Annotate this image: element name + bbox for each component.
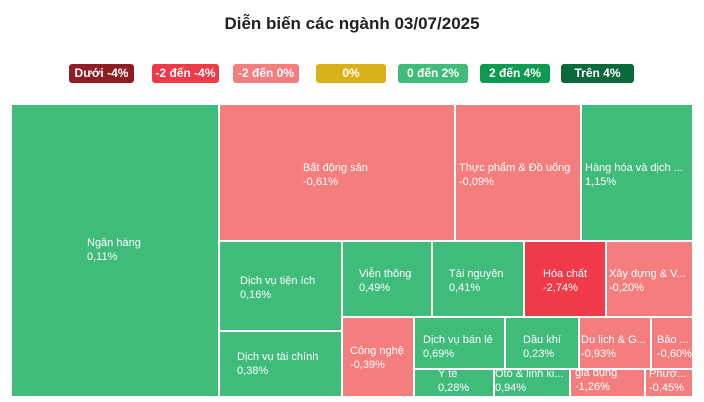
sector-label: Dịch vụ tiện ích 0,16% bbox=[240, 274, 315, 302]
sector-label: Bảo ... -0,60% bbox=[657, 333, 692, 361]
sector-change: 0,28% bbox=[438, 382, 470, 394]
sector-tile[interactable]: Ngân hàng 0,11% bbox=[11, 104, 219, 397]
sector-name: Hàng hóa và dịch ... bbox=[585, 162, 683, 174]
sector-change: 1,15% bbox=[585, 176, 617, 188]
sector-label: Dầu khí 0,23% bbox=[523, 333, 561, 361]
sector-label: Hàng hóa và dịch ... 1,15% bbox=[585, 161, 683, 189]
legend-item: Dưới -4% bbox=[69, 64, 134, 83]
sector-change: -1,26% bbox=[575, 381, 610, 393]
sector-change: 0,23% bbox=[523, 348, 555, 360]
sector-name: Viễn thông bbox=[359, 268, 412, 280]
sector-tile[interactable]: Dầu khí 0,23% bbox=[505, 317, 579, 369]
sector-name: Hóa chất bbox=[543, 268, 588, 280]
sector-name: Du lịch & G... bbox=[581, 334, 646, 346]
legend: Dưới -4% -2 đến -4% -2 đến 0% 0% 0 đến 2% 2 đ… bbox=[0, 64, 704, 84]
sector-label: Xây dựng & V... -0,20% bbox=[609, 267, 686, 295]
sector-change: 0,38% bbox=[237, 365, 269, 377]
sector-label: Tài nguyên 0,41% bbox=[449, 267, 503, 295]
sector-tile[interactable]: Bảo ... -0,60% bbox=[651, 317, 693, 369]
sector-label: Bất động sản -0,61% bbox=[303, 161, 368, 189]
sector-label: Dịch vụ bán lẻ 0,69% bbox=[423, 333, 493, 361]
sector-name: Ngân hàng bbox=[87, 237, 141, 249]
sector-name: Công nghệ bbox=[350, 345, 404, 357]
sector-label: Du lịch & G... -0,93% bbox=[581, 333, 646, 361]
sector-tile[interactable]: Thực phẩm & Đồ uống -0,09% bbox=[455, 104, 581, 241]
sector-tile[interactable]: Y tế 0,28% bbox=[414, 369, 494, 397]
legend-item: -2 đến 0% bbox=[233, 64, 299, 83]
sector-tile[interactable]: Xây dựng & V... -0,20% bbox=[606, 241, 693, 317]
sector-tile[interactable]: Viễn thông 0,49% bbox=[342, 241, 432, 317]
sector-tile[interactable]: Phươ... -0,45% bbox=[645, 369, 693, 397]
sector-name: Y tế bbox=[438, 369, 458, 380]
sector-label: Y tế 0,28% bbox=[438, 369, 470, 395]
legend-item: -2 đến -4% bbox=[152, 64, 219, 83]
sector-name: Bất động sản bbox=[303, 162, 368, 174]
sector-label: Viễn thông 0,49% bbox=[359, 267, 411, 295]
sector-tile[interactable]: Du lịch & G... -0,93% bbox=[579, 317, 651, 369]
sector-change: 0,49% bbox=[359, 282, 391, 294]
sector-name: Đồ dùng cá nhân và đồ gia dụng bbox=[575, 369, 618, 379]
sector-change: 0,69% bbox=[423, 348, 455, 360]
sector-tile[interactable]: Dịch vụ bán lẻ 0,69% bbox=[414, 317, 505, 369]
sector-label: Phươ... -0,45% bbox=[649, 369, 687, 395]
sector-tile[interactable]: Hàng hóa và dịch ... 1,15% bbox=[581, 104, 693, 241]
sector-tile[interactable]: Dịch vụ tài chính 0,38% bbox=[219, 331, 342, 397]
sector-label: Ngân hàng 0,11% bbox=[87, 236, 141, 264]
sector-change: -0,39% bbox=[350, 359, 385, 371]
legend-item: 0 đến 2% bbox=[398, 64, 468, 83]
sector-change: 0,41% bbox=[449, 282, 481, 294]
legend-item: 2 đến 4% bbox=[480, 64, 550, 83]
sector-label: Ôtô & linh ki... 0,94% bbox=[495, 369, 564, 395]
sector-change: -0,20% bbox=[609, 282, 644, 294]
sector-label: Dịch vụ tài chính 0,38% bbox=[237, 350, 318, 378]
sector-tile[interactable]: Ôtô & linh ki... 0,94% bbox=[494, 369, 570, 397]
sector-name: Xây dựng & V... bbox=[609, 268, 686, 280]
sector-tile[interactable]: Bất động sản -0,61% bbox=[219, 104, 455, 241]
sector-tile[interactable]: Tài nguyên 0,41% bbox=[432, 241, 524, 317]
sector-name: Phươ... bbox=[649, 369, 687, 380]
sector-name: Dầu khí bbox=[523, 334, 561, 346]
sector-name: Ôtô & linh ki... bbox=[495, 369, 564, 380]
sector-change: -0,45% bbox=[649, 382, 684, 394]
sector-name: Dịch vụ bán lẻ bbox=[423, 334, 493, 346]
sector-name: Dịch vụ tiện ích bbox=[240, 275, 316, 287]
sector-change: -0,61% bbox=[303, 176, 338, 188]
sector-change: -0,09% bbox=[459, 176, 494, 188]
sector-change: -2,74% bbox=[543, 282, 578, 294]
sector-change: 0,11% bbox=[87, 251, 118, 263]
sector-name: Bảo ... bbox=[657, 334, 689, 346]
sector-tile[interactable]: Đồ dùng cá nhân và đồ gia dụng -1,26% bbox=[570, 369, 645, 397]
sector-tile[interactable]: Công nghệ -0,39% bbox=[342, 317, 414, 397]
legend-item: Trên 4% bbox=[561, 64, 634, 83]
chart-title: Diễn biến các ngành 03/07/2025 bbox=[224, 14, 480, 33]
sector-label: Thực phẩm & Đồ uống -0,09% bbox=[459, 161, 570, 189]
sector-name: Tài nguyên bbox=[449, 268, 504, 280]
sector-name: Thực phẩm & Đồ uống bbox=[459, 162, 571, 174]
sector-tile[interactable]: Dịch vụ tiện ích 0,16% bbox=[219, 241, 342, 331]
sector-label: Hóa chất -2,74% bbox=[543, 267, 587, 295]
sector-change: 0,16% bbox=[240, 289, 272, 301]
sector-name: Dịch vụ tài chính bbox=[237, 351, 319, 363]
sector-label: Công nghệ -0,39% bbox=[350, 344, 404, 372]
legend-item: 0% bbox=[316, 64, 386, 83]
sector-tile[interactable]: Hóa chất -2,74% bbox=[524, 241, 606, 317]
sector-label: Đồ dùng cá nhân và đồ gia dụng -1,26% bbox=[575, 369, 637, 394]
sector-change: 0,94% bbox=[495, 382, 527, 394]
sector-change: -0,93% bbox=[581, 348, 616, 360]
sector-change: -0,60% bbox=[657, 348, 692, 360]
